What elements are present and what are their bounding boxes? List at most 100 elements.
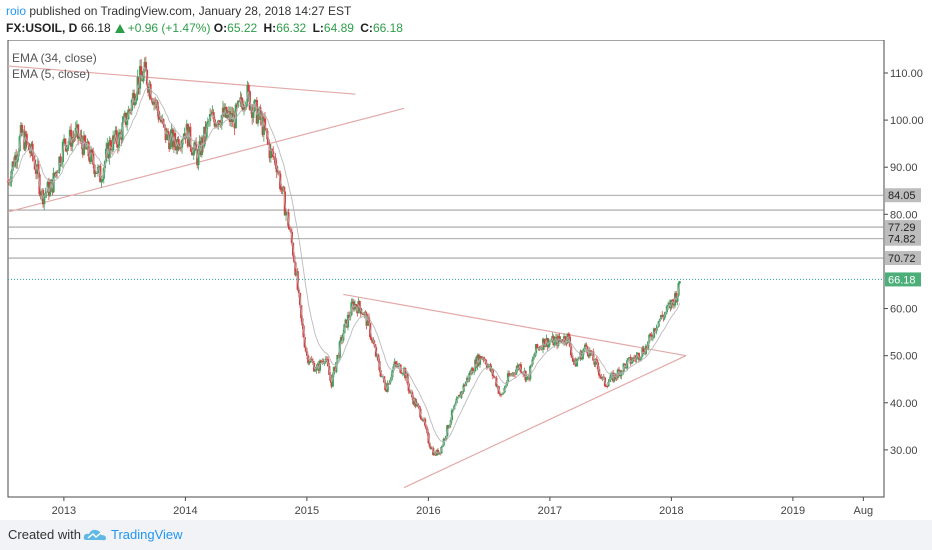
- candle-body: [386, 383, 389, 392]
- candle-body: [191, 152, 194, 156]
- x-tick-label: 2016: [416, 505, 440, 517]
- candle-body: [575, 360, 579, 367]
- candle-body: [101, 178, 104, 181]
- price-chart[interactable]: 30.00 40.00 50.00 60.00 80.00 90.00 100.00 110.…: [0, 40, 932, 520]
- candle-body: [238, 100, 241, 102]
- close-label: C:: [360, 21, 373, 35]
- candle-body: [436, 449, 440, 455]
- trendline: [403, 355, 687, 489]
- candle-body: [225, 106, 228, 118]
- candle-body: [366, 316, 369, 326]
- candle-body: [633, 357, 636, 359]
- candle-body: [43, 194, 46, 205]
- legend-ema5[interactable]: EMA (5, close): [12, 67, 91, 81]
- candle-body: [617, 369, 621, 371]
- level-label: 84.05: [888, 190, 916, 202]
- level-label: 77.29: [888, 222, 916, 234]
- high-label: H:: [263, 21, 277, 35]
- y-tick-label: 30.00: [890, 445, 918, 457]
- candle-body: [314, 370, 317, 372]
- candle-body: [12, 161, 15, 167]
- candle-body: [428, 443, 431, 447]
- trendline: [7, 65, 356, 95]
- y-tick-label: 40.00: [890, 398, 918, 410]
- y-tick-label: 100.00: [890, 115, 924, 127]
- candle-body: [650, 335, 653, 338]
- candle-body: [409, 392, 413, 394]
- candle-body: [348, 314, 351, 318]
- candle-body: [134, 100, 137, 106]
- candle-body: [186, 124, 190, 147]
- indicator-legend: EMA (34, close) EMA (5, close): [12, 50, 97, 82]
- candle-body: [113, 135, 116, 140]
- candle-body: [353, 304, 357, 310]
- candle-body: [351, 301, 354, 303]
- candle-body: [649, 334, 652, 336]
- candle-body: [19, 124, 22, 137]
- candle-body: [116, 143, 119, 148]
- candle-body: [415, 403, 418, 407]
- candle-body: [344, 319, 347, 325]
- candle-body: [150, 98, 153, 101]
- ema5-line: [7, 66, 681, 456]
- candle-body: [666, 305, 670, 307]
- candle-body: [471, 368, 475, 373]
- candle-body: [581, 351, 584, 360]
- candle-body: [109, 140, 112, 149]
- candle-body: [126, 119, 129, 125]
- candle-body: [485, 364, 489, 368]
- candle-body: [443, 438, 447, 440]
- author-link[interactable]: roio: [6, 4, 27, 18]
- candle-body: [544, 344, 547, 347]
- candle-body: [172, 133, 175, 148]
- candle-body: [190, 146, 193, 153]
- low-value: 64.89: [323, 21, 354, 35]
- candle-body: [91, 149, 94, 154]
- candle-body: [580, 351, 583, 360]
- x-tick-label: 2018: [659, 505, 683, 517]
- candle-body: [614, 373, 617, 378]
- candle-body: [585, 344, 588, 347]
- candle-body: [593, 360, 596, 365]
- candle-body: [530, 364, 533, 367]
- candle-body: [319, 360, 323, 363]
- candle-body: [457, 394, 461, 398]
- candle-body: [221, 107, 225, 116]
- candle-body: [269, 149, 272, 159]
- candle-body: [39, 194, 42, 196]
- candle-body: [659, 315, 663, 320]
- candle-body: [62, 138, 66, 142]
- candle-body: [249, 105, 253, 110]
- tradingview-brand[interactable]: TradingView: [111, 527, 183, 542]
- tradingview-cloud-icon: [83, 529, 106, 541]
- candle-body: [36, 164, 39, 174]
- candle-body: [661, 315, 664, 317]
- candle-body: [176, 139, 179, 151]
- candle-body: [463, 384, 466, 387]
- candle-body: [587, 353, 590, 357]
- candle-body: [268, 144, 271, 159]
- candle-body: [567, 333, 570, 337]
- candle-body: [214, 123, 218, 127]
- candle-body: [263, 118, 267, 128]
- candle-body: [95, 172, 98, 174]
- candle-body: [623, 363, 626, 365]
- y-tick-label: 60.00: [890, 304, 918, 316]
- candle-body: [543, 338, 546, 347]
- candle-body: [499, 394, 503, 396]
- candle-body: [487, 365, 490, 368]
- y-tick-label: 50.00: [890, 351, 918, 363]
- symbol-name: FX:USOIL, D: [6, 21, 78, 35]
- candle-body: [400, 372, 403, 374]
- candle-body: [393, 361, 396, 367]
- candle-body: [678, 281, 681, 284]
- candle-body: [230, 113, 233, 122]
- candle-body: [210, 114, 213, 116]
- candle-body: [133, 93, 136, 106]
- candle-body: [456, 397, 459, 399]
- level-label-box: [885, 251, 921, 266]
- candle-body: [466, 377, 469, 382]
- legend-ema34[interactable]: EMA (34, close): [12, 51, 97, 65]
- candle-body: [642, 348, 645, 354]
- candle-body: [84, 135, 87, 145]
